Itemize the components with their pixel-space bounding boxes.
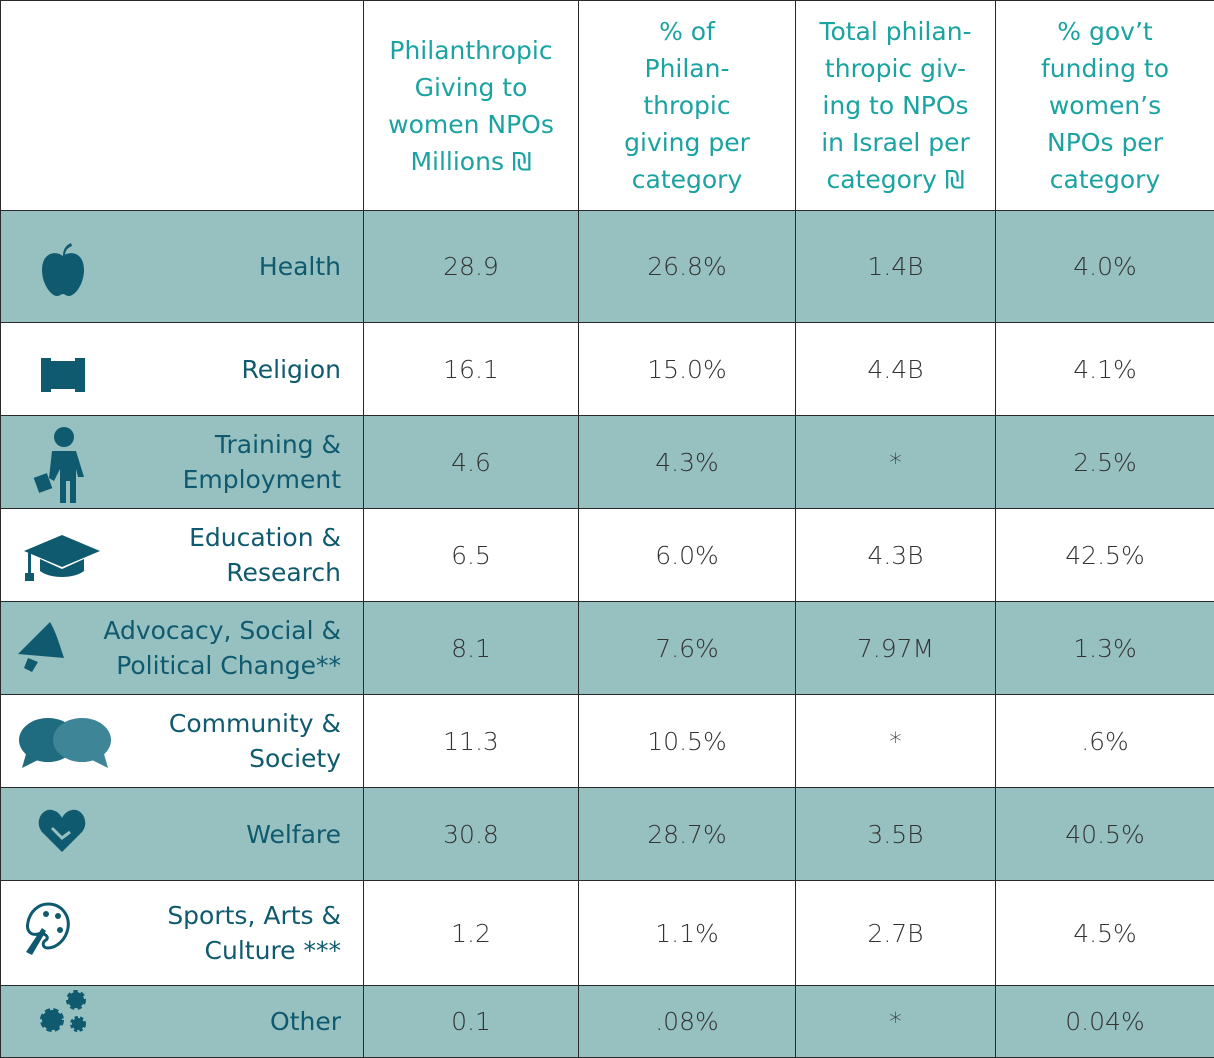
text-line: NPOs per — [996, 124, 1214, 161]
value-cell: 8.1 — [364, 602, 579, 695]
value-cell: 4.5% — [996, 881, 1214, 986]
text-line: Philanthropic — [364, 32, 578, 69]
text-line: funding to — [996, 50, 1214, 87]
value-cell: 4.3% — [579, 416, 796, 509]
value-cell: 3.5B — [796, 788, 996, 881]
value-cell: 28.9 — [364, 211, 579, 323]
megaphone-icon — [14, 618, 70, 674]
value-cell: 11.3 — [364, 695, 579, 788]
text-line: Millions ₪ — [364, 143, 578, 180]
worker-icon — [30, 423, 90, 505]
value-cell: 4.4B — [796, 323, 996, 416]
text-line: thropic — [579, 87, 795, 124]
text-line: in Israel per — [796, 124, 995, 161]
value-cell: 2.5% — [996, 416, 1214, 509]
value-cell: 6.5 — [364, 509, 579, 602]
corner-cell — [1, 1, 364, 211]
value-cell: * — [796, 986, 996, 1058]
chat-icon — [18, 716, 112, 770]
text-line: category ₪ — [796, 161, 995, 198]
text-line: category — [996, 161, 1214, 198]
value-cell: 1.1% — [579, 881, 796, 986]
value-cell: .6% — [996, 695, 1214, 788]
value-cell: 10.5% — [579, 695, 796, 788]
value-cell: 1.2 — [364, 881, 579, 986]
value-cell: 4.6 — [364, 416, 579, 509]
scroll-icon — [38, 355, 88, 395]
value-cell: 4.1% — [996, 323, 1214, 416]
text-line: % of — [579, 13, 795, 50]
text-line: ing to NPOs — [796, 87, 995, 124]
value-cell: 1.3% — [996, 602, 1214, 695]
value-cell: 4.3B — [796, 509, 996, 602]
heart-hands-icon — [38, 806, 86, 854]
text-line: giving per — [579, 124, 795, 161]
value-cell: * — [796, 416, 996, 509]
value-cell: 2.7B — [796, 881, 996, 986]
value-cell: 15.0% — [579, 323, 796, 416]
text-line: % gov’t — [996, 13, 1214, 50]
value-cell: 42.5% — [996, 509, 1214, 602]
value-cell: .08% — [579, 986, 796, 1058]
value-cell: 28.7% — [579, 788, 796, 881]
text-line: Giving to — [364, 69, 578, 106]
gears-icon — [36, 988, 90, 1036]
value-cell: 40.5% — [996, 788, 1214, 881]
value-cell: 0.04% — [996, 986, 1214, 1058]
text-line: category — [579, 161, 795, 198]
graduation-icon — [22, 533, 102, 583]
value-cell: 16.1 — [364, 323, 579, 416]
text-line: Total philan- — [796, 13, 995, 50]
text-line: Philan- — [579, 50, 795, 87]
value-cell: 1.4B — [796, 211, 996, 323]
value-cell: 7.6% — [579, 602, 796, 695]
text-line: women’s — [996, 87, 1214, 124]
value-cell: 30.8 — [364, 788, 579, 881]
text-line: thropic giv- — [796, 50, 995, 87]
value-cell: 4.0% — [996, 211, 1214, 323]
value-cell: * — [796, 695, 996, 788]
value-cell: 26.8% — [579, 211, 796, 323]
value-cell: 6.0% — [579, 509, 796, 602]
palette-icon — [22, 900, 72, 956]
value-cell: 0.1 — [364, 986, 579, 1058]
text-line: women NPOs — [364, 106, 578, 143]
value-cell: 7.97M — [796, 602, 996, 695]
apple-icon — [40, 242, 86, 298]
